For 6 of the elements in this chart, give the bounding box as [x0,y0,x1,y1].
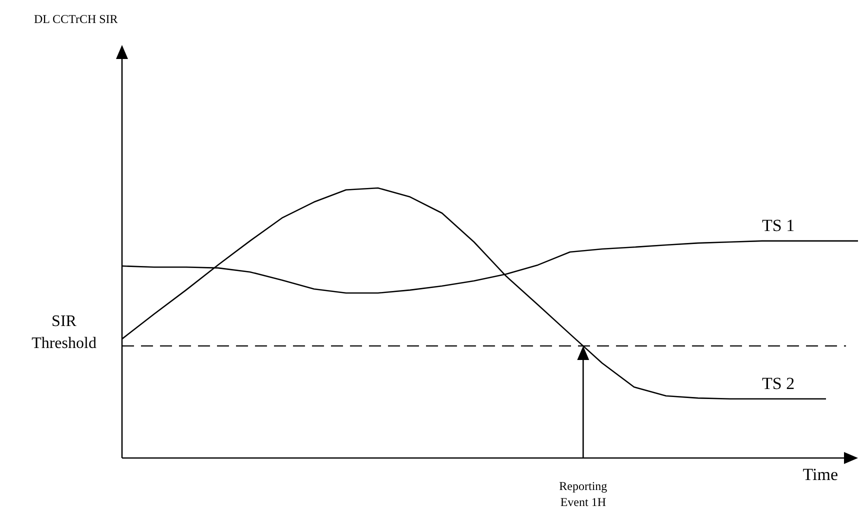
x-axis-title: Time [802,465,838,484]
text: DL CCTrCH SIR [34,12,118,26]
series-label: TS 2 [762,374,795,393]
ref-line-label: SIR Threshold [32,312,96,352]
series-label: TS 1 [762,216,795,235]
text: Reporting Event 1H [559,479,608,509]
